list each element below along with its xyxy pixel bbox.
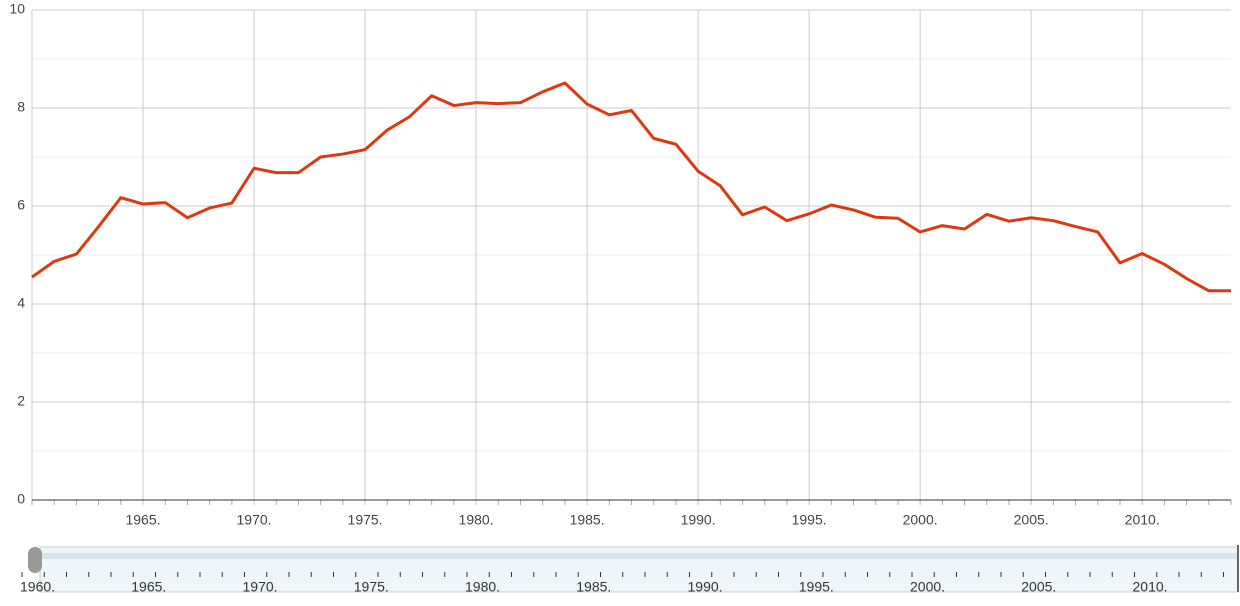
x-tick-label: 1990. — [681, 512, 716, 528]
x-tick-label: 1975. — [348, 512, 383, 528]
slider-tick-label: 2005. — [1021, 579, 1056, 595]
slider-tick-label: 1990. — [688, 579, 723, 595]
x-tick-label: 1970. — [237, 512, 272, 528]
y-tick-label: 2 — [17, 393, 25, 409]
slider-tick-label: 1975. — [354, 579, 389, 595]
x-tick-label: 2000. — [903, 512, 938, 528]
y-tick-label: 10 — [9, 1, 25, 17]
slider-tick-label: 1960. — [20, 579, 55, 595]
slider-tick-label: 1980. — [465, 579, 500, 595]
slider-tick-label: 1970. — [243, 579, 278, 595]
slider-tick-label: 1995. — [799, 579, 834, 595]
slider-tick-label: 1965. — [131, 579, 166, 595]
x-tick-label: 1980. — [459, 512, 494, 528]
x-tick-label: 1995. — [792, 512, 827, 528]
slider-left-handle[interactable] — [28, 547, 42, 573]
data-line — [31, 81, 1231, 293]
x-tick-label: 1985. — [570, 512, 605, 528]
slider-tick-label: 2010. — [1133, 579, 1168, 595]
x-tick-label: 1965. — [125, 512, 160, 528]
y-tick-label: 0 — [17, 491, 25, 507]
x-tick-label: 2005. — [1014, 512, 1049, 528]
slider-tick-label: 1985. — [576, 579, 611, 595]
y-tick-label: 6 — [17, 197, 25, 213]
x-tick-label: 2010. — [1125, 512, 1160, 528]
slider-tick-label: 2000. — [910, 579, 945, 595]
y-tick-label: 8 — [17, 99, 25, 115]
y-tick-label: 4 — [17, 295, 25, 311]
